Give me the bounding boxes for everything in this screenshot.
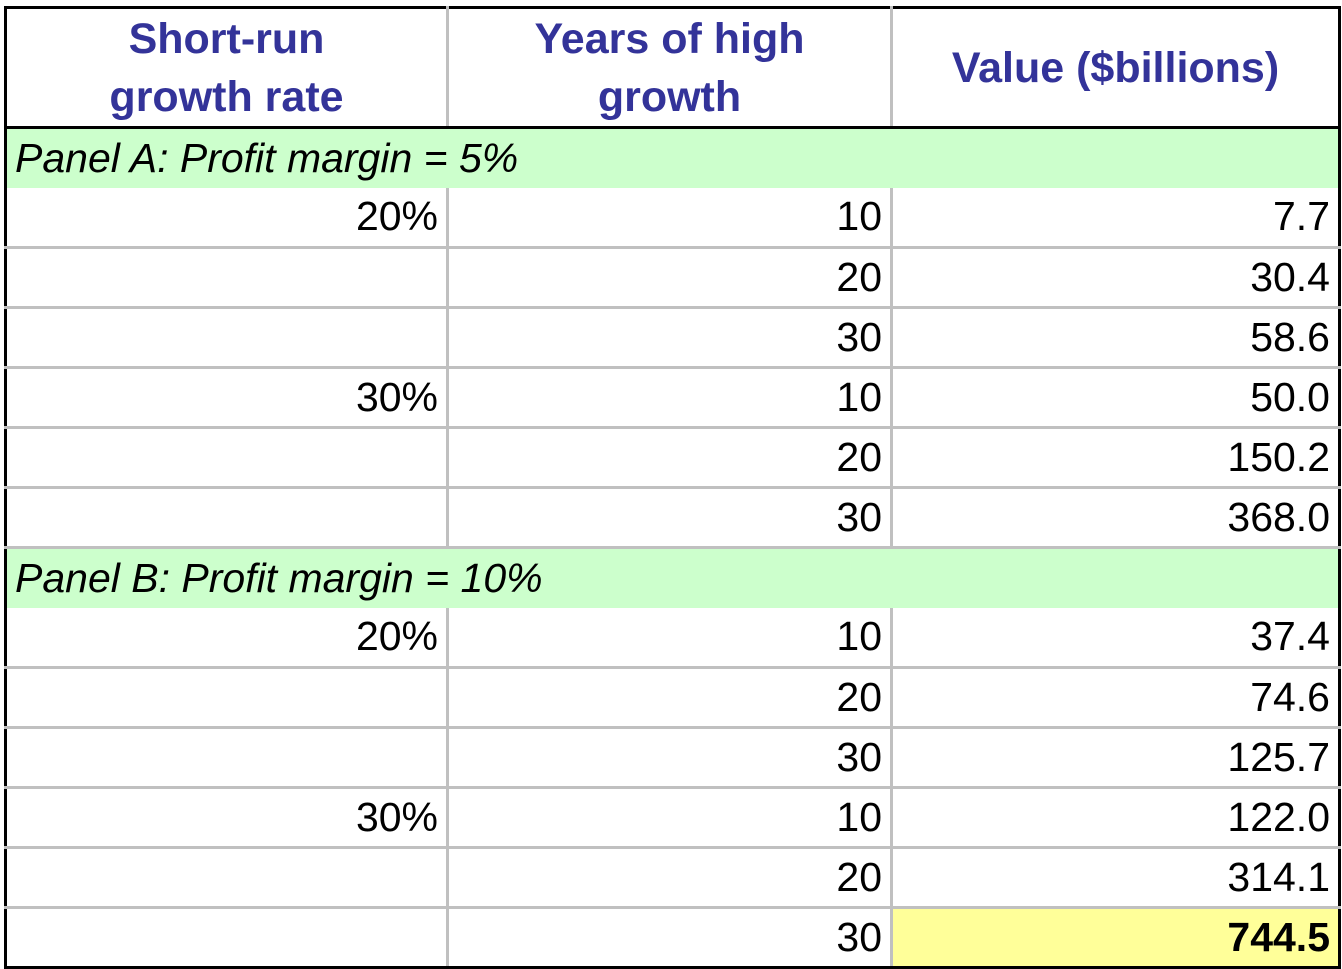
table-row: 20% 10 37.4	[4, 607, 1341, 669]
table-row: 20 74.6	[4, 666, 1341, 729]
years-cell: 20	[446, 246, 893, 309]
years-cell: 10	[446, 607, 893, 669]
growth-rate-cell: 20%	[4, 187, 449, 249]
growth-rate-cell	[4, 726, 449, 789]
years-cell: 10	[446, 366, 893, 429]
panel-header-row: Panel B: Profit margin = 10%	[4, 547, 1341, 608]
years-cell: 10	[446, 187, 893, 249]
panel-label: Panel A: Profit margin = 5%	[4, 127, 1341, 188]
table-row: 20 30.4	[4, 246, 1341, 309]
years-cell: 30	[446, 306, 893, 369]
years-cell: 10	[446, 786, 893, 849]
table-row: 30% 10 122.0	[4, 786, 1341, 849]
panel-header-row: Panel A: Profit margin = 5%	[4, 127, 1341, 188]
value-cell: 37.4	[890, 607, 1341, 669]
table-row: 20% 10 7.7	[4, 187, 1341, 249]
growth-rate-cell	[4, 906, 449, 969]
years-cell: 30	[446, 486, 893, 549]
growth-rate-cell	[4, 426, 449, 489]
value-cell: 368.0	[890, 486, 1341, 549]
years-cell: 30	[446, 906, 893, 969]
growth-rate-cell	[4, 486, 449, 549]
header-years: Years of high growth	[446, 6, 893, 129]
growth-rate-cell	[4, 246, 449, 309]
value-cell: 125.7	[890, 726, 1341, 789]
table-body: Panel A: Profit margin = 5% 20% 10 7.7 20 30.…	[4, 127, 1341, 969]
value-cell: 314.1	[890, 846, 1341, 909]
value-cell: 50.0	[890, 366, 1341, 429]
value-cell: 58.6	[890, 306, 1341, 369]
valuation-table: Short-run growth rate Years of high growth…	[4, 6, 1341, 969]
valuation-table-container: Short-run growth rate Years of high growth…	[4, 6, 1341, 969]
value-cell: 30.4	[890, 246, 1341, 309]
header-row: Short-run growth rate Years of high growth…	[4, 6, 1341, 129]
value-cell: 74.6	[890, 666, 1341, 729]
growth-rate-cell: 20%	[4, 607, 449, 669]
table-row: 20 314.1	[4, 846, 1341, 909]
table-row: 30 58.6	[4, 306, 1341, 369]
years-cell: 20	[446, 426, 893, 489]
table-row: 30 368.0	[4, 486, 1341, 549]
value-cell: 744.5	[890, 906, 1341, 969]
growth-rate-cell: 30%	[4, 366, 449, 429]
header-growth-rate: Short-run growth rate	[4, 6, 449, 129]
growth-rate-cell	[4, 666, 449, 729]
value-cell: 122.0	[890, 786, 1341, 849]
years-cell: 20	[446, 846, 893, 909]
table-row: 30% 10 50.0	[4, 366, 1341, 429]
value-cell: 150.2	[890, 426, 1341, 489]
growth-rate-cell	[4, 846, 449, 909]
years-cell: 20	[446, 666, 893, 729]
header-value: Value ($billions)	[890, 6, 1341, 129]
value-cell: 7.7	[890, 187, 1341, 249]
years-cell: 30	[446, 726, 893, 789]
table-row: 30 744.5	[4, 906, 1341, 969]
growth-rate-cell	[4, 306, 449, 369]
growth-rate-cell: 30%	[4, 786, 449, 849]
panel-label: Panel B: Profit margin = 10%	[4, 547, 1341, 608]
table-row: 20 150.2	[4, 426, 1341, 489]
table-row: 30 125.7	[4, 726, 1341, 789]
